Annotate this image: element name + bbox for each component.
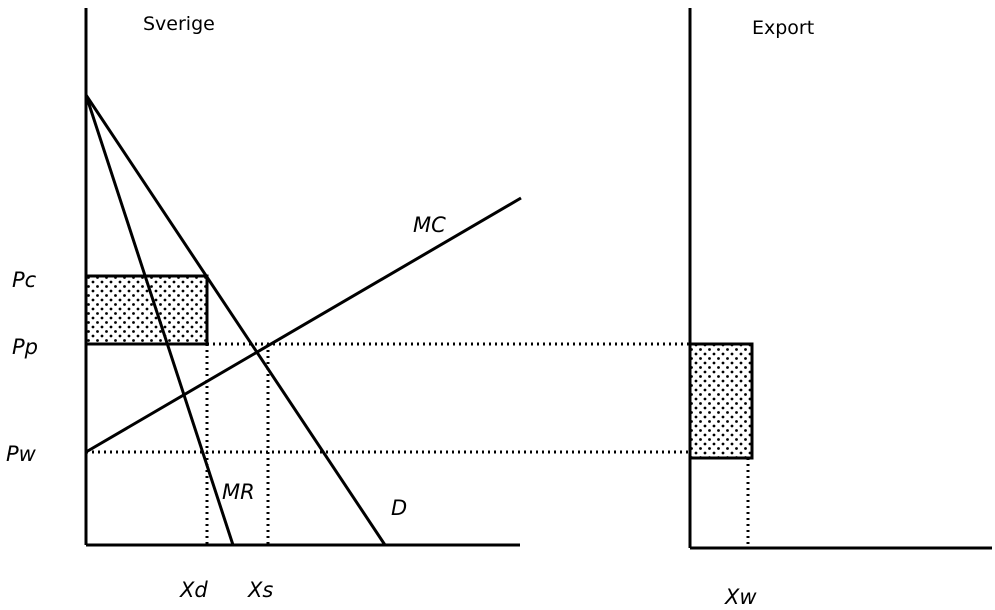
- shaded-area: [688, 342, 754, 460]
- shaded-area: [84, 274, 209, 346]
- quantity-label: Xd: [179, 578, 208, 602]
- panel-title: Export: [752, 17, 814, 39]
- curve-label: MR: [222, 480, 255, 504]
- curve-label: MC: [413, 213, 446, 237]
- curve-label: D: [391, 496, 407, 520]
- price-label: Pp: [12, 335, 38, 359]
- price-label: Pw: [6, 442, 37, 466]
- price-label: Pc: [12, 268, 37, 292]
- quantity-label: Xw: [724, 585, 757, 609]
- quantity-label: Xs: [247, 578, 273, 602]
- mc-curve: [85, 196, 522, 454]
- demand-curve: [84, 94, 387, 546]
- panel-title: Sverige: [143, 13, 215, 35]
